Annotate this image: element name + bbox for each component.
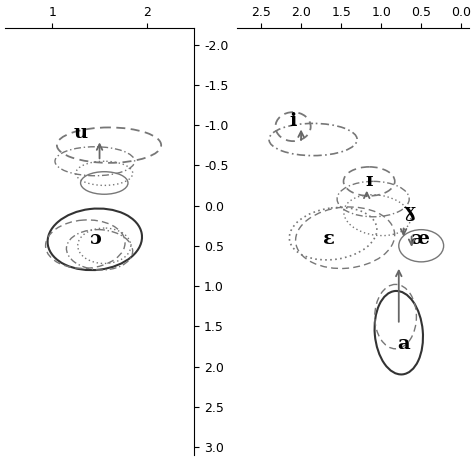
Text: ɣ: ɣ <box>403 203 415 221</box>
Text: u: u <box>73 124 88 142</box>
Text: a: a <box>397 335 410 353</box>
Text: ε: ε <box>323 230 335 248</box>
Text: æ: æ <box>410 230 429 248</box>
Y-axis label: F1: F1 <box>245 234 258 249</box>
Text: ɪ: ɪ <box>365 173 373 191</box>
Text: ɔ: ɔ <box>89 230 101 248</box>
Text: i: i <box>289 112 297 130</box>
X-axis label: F2: F2 <box>346 0 361 3</box>
